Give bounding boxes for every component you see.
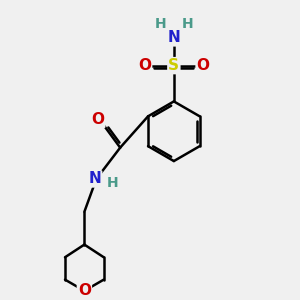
Text: O: O: [78, 283, 91, 298]
Text: H: H: [107, 176, 118, 190]
Text: O: O: [196, 58, 210, 73]
Text: N: N: [167, 30, 180, 45]
Text: H: H: [154, 17, 166, 31]
Text: H: H: [182, 17, 193, 31]
Text: S: S: [168, 58, 179, 73]
Text: O: O: [138, 58, 151, 73]
Text: O: O: [91, 112, 104, 127]
Text: N: N: [88, 172, 101, 187]
